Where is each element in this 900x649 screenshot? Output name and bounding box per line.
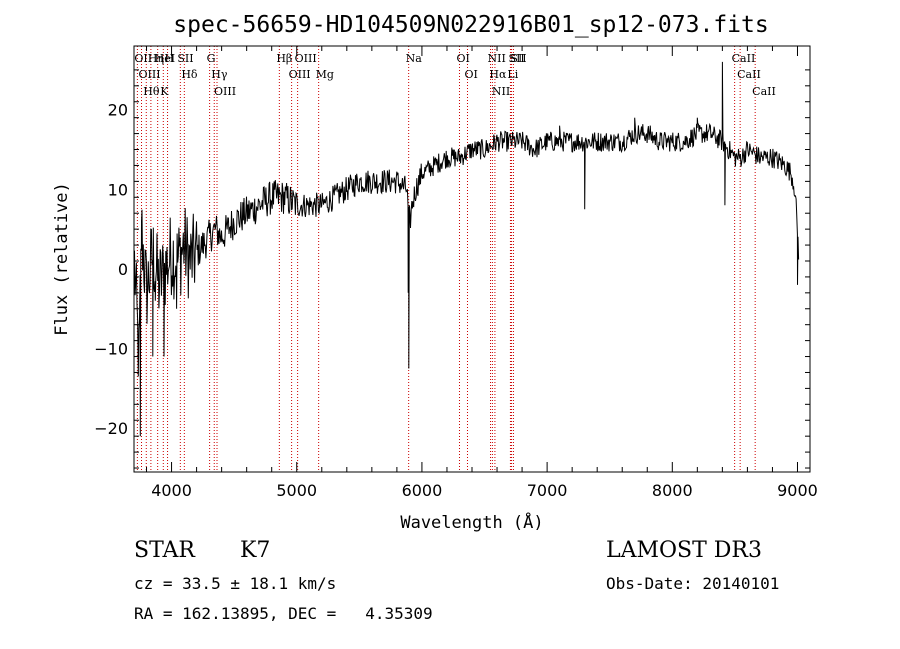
line-marker-label: Mg	[316, 68, 334, 81]
line-marker-label: HeI	[155, 52, 175, 65]
line-marker-label: Hθ	[143, 85, 160, 98]
line-marker-label: Hη	[148, 52, 164, 65]
coordinates: RA = 162.13895, DEC = 4.35309	[134, 604, 433, 623]
line-marker-label: OIII	[295, 52, 317, 65]
line-marker-label: OII	[134, 52, 152, 65]
line-marker-label: OI	[464, 68, 477, 81]
line-marker-label: Hβ	[276, 52, 292, 65]
y-tick-label: −10	[94, 340, 128, 359]
line-marker-label: H	[165, 52, 175, 65]
y-tick-label: 0	[118, 260, 128, 279]
x-tick-label: 8000	[652, 481, 693, 500]
line-marker-label: Li	[507, 68, 518, 81]
plot-frame	[133, 45, 811, 473]
line-marker-label: Hδ	[181, 68, 198, 81]
y-tick-label: −20	[94, 419, 128, 438]
line-marker-label: OI	[456, 52, 469, 65]
x-tick-label: 6000	[402, 481, 443, 500]
line-marker-label: OIII	[289, 68, 311, 81]
line-marker-label: SII	[509, 52, 525, 65]
line-marker-label: CaII	[737, 68, 761, 81]
object-subclass: K7	[240, 538, 271, 563]
y-axis-label: Flux (relative)	[52, 182, 72, 336]
x-tick-label: 4000	[151, 481, 192, 500]
object-class: STAR	[134, 538, 195, 563]
y-tick-label: 10	[108, 180, 128, 199]
line-marker-label: Hα	[489, 68, 507, 81]
observation-date: Obs-Date: 20140101	[606, 574, 780, 593]
y-tick-label: 20	[108, 101, 128, 120]
line-marker-label: CaII	[752, 85, 776, 98]
x-tick-label: 7000	[527, 481, 568, 500]
line-marker-label: CaII	[732, 52, 756, 65]
line-marker-label: K	[160, 85, 169, 98]
line-marker-label: SII	[510, 52, 526, 65]
spectrum-line	[134, 61, 800, 437]
x-tick-label: 5000	[276, 481, 317, 500]
line-marker-label: NII	[488, 52, 506, 65]
line-marker-label: SII	[177, 52, 193, 65]
survey-name: LAMOST DR3	[606, 538, 762, 563]
line-marker-label: OIII	[214, 85, 236, 98]
redshift-velocity: cz = 33.5 ± 18.1 km/s	[134, 574, 337, 593]
line-marker-label: OIII	[139, 68, 161, 81]
line-marker-label: Na	[406, 52, 423, 65]
line-marker-label: NII	[492, 85, 510, 98]
line-marker-label: G	[207, 52, 216, 65]
x-axis-label: Wavelength (Å)	[400, 511, 543, 533]
chart-title: spec-56659-HD104509N022916B01_sp12-073.f…	[173, 12, 768, 38]
line-marker-label: Hγ	[211, 68, 228, 81]
x-tick-label: 9000	[777, 481, 818, 500]
